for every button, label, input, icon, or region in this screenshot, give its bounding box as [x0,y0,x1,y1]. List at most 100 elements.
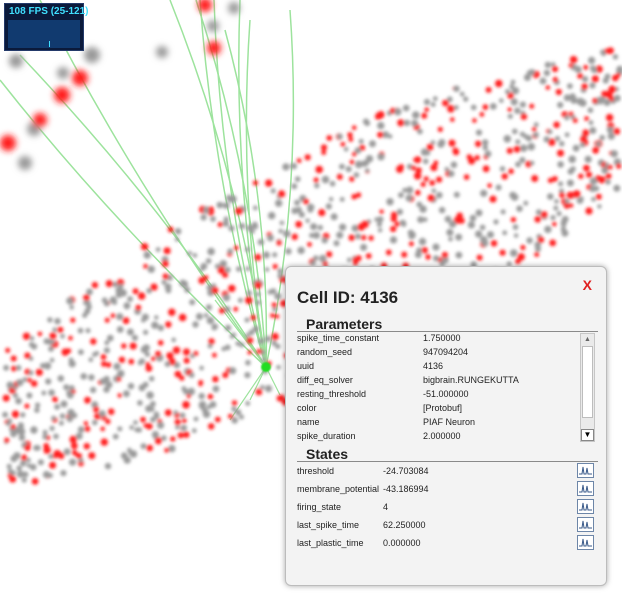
neuron-dot [246,337,254,344]
neuron-dot [133,420,138,425]
plot-icon[interactable] [577,517,594,532]
neuron-dot [206,284,213,291]
neuron-dot [60,400,68,408]
parameters-list[interactable]: spike_time_constant 1.750000 random_seed… [297,333,596,443]
neuron-dot [346,257,352,263]
neuron-dot [120,452,128,460]
neuron-dot [439,260,445,267]
neuron-dot [613,127,621,135]
neuron-dot [368,235,374,241]
neuron-dot [203,313,209,318]
neuron-dot [319,254,327,263]
neuron-dot [480,189,488,197]
neuron-dot [564,115,570,121]
plot-icon[interactable] [577,535,594,550]
neuron-dot [24,403,30,409]
neuron-dot [608,164,613,170]
neuron-dot [616,163,622,169]
neuron-dot [189,299,196,306]
neuron-dot [425,254,431,260]
neuron-dot [325,203,332,210]
neuron-dot [246,224,254,232]
neuron-dot [503,135,512,143]
neuron-dot [198,402,206,410]
neuron-dot [84,426,91,432]
neuron-dot [584,116,589,121]
plot-icon[interactable] [577,481,594,496]
neuron-dot [115,291,123,299]
neuron-dot [245,333,250,338]
neuron-dot [100,426,105,432]
neuron-dot [43,446,51,454]
neuron-dot [34,445,41,451]
neuron-dot [394,108,402,116]
neuron-dot [303,198,309,205]
neuron-dot [398,164,405,170]
scrollbar-thumb[interactable] [582,346,593,418]
plot-icon[interactable] [577,463,594,478]
plot-icon[interactable] [577,499,594,514]
neuron-dot [100,354,107,360]
parameter-value: PIAF Neuron [423,417,476,427]
neuron-dot [456,212,463,219]
neuron-dot [555,88,562,96]
neuron-dot [512,128,518,135]
neuron-dot [106,362,112,368]
parameter-value: 4136 [423,361,444,371]
neuron-dot [369,140,376,148]
neuron-dot [49,425,55,431]
neuron-dot [587,107,594,113]
neuron-dot [436,176,443,183]
neuron-dot [16,470,24,478]
neuron-dot [270,313,275,318]
parameters-scrollbar[interactable]: ▲ ▼ [580,333,595,442]
neuron-dot [83,294,90,302]
neuron-dot [484,150,492,158]
neuron-dot [49,461,57,469]
neuron-dot [447,170,455,177]
neuron-dot [336,231,344,239]
neuron-dot [131,334,138,341]
selected-neuron[interactable] [261,362,271,372]
state-row: firing_state 4 [297,499,597,517]
neuron-dot [113,362,121,371]
scroll-down-icon[interactable]: ▼ [581,429,594,441]
neuron-dot [547,177,554,184]
neuron-dot [30,426,38,434]
neuron-dot [271,340,277,346]
neuron-dot [34,407,40,413]
neuron-dot [430,102,436,107]
neuron-dot [262,251,270,259]
neuron-dot [377,131,384,138]
close-icon[interactable]: X [582,277,592,293]
neuron-dot [35,402,41,408]
neuron-dot [173,361,181,369]
neuron-dot [26,457,31,463]
neuron-dot [455,251,463,259]
selected-neuron-dot[interactable] [261,362,271,372]
neuron-dot [138,384,146,392]
neuron-dot [476,254,483,261]
neuron-dot [448,139,456,147]
neuron-dot [533,131,539,138]
neuron-dot [432,96,438,101]
neuron-dot [348,234,355,241]
neuron-dot [352,257,359,264]
neuron-dot [86,288,93,296]
neuron-dot [511,87,520,95]
neuron-dot [416,247,422,254]
neuron-dot [107,408,115,416]
neuron-dot [228,225,235,232]
neuron-dot [558,181,564,187]
states-heading: States [306,446,349,462]
neuron-dot [605,173,612,180]
neuron-dot [416,201,423,208]
neuron-dot [385,249,392,256]
scroll-up-icon[interactable]: ▲ [584,336,591,343]
neuron-dot [411,119,419,127]
neuron-dot [507,92,514,99]
neuron-dot [410,165,416,171]
neuron-dot [377,153,385,161]
neuron-dot [275,343,281,350]
neuron-dot [24,352,31,359]
